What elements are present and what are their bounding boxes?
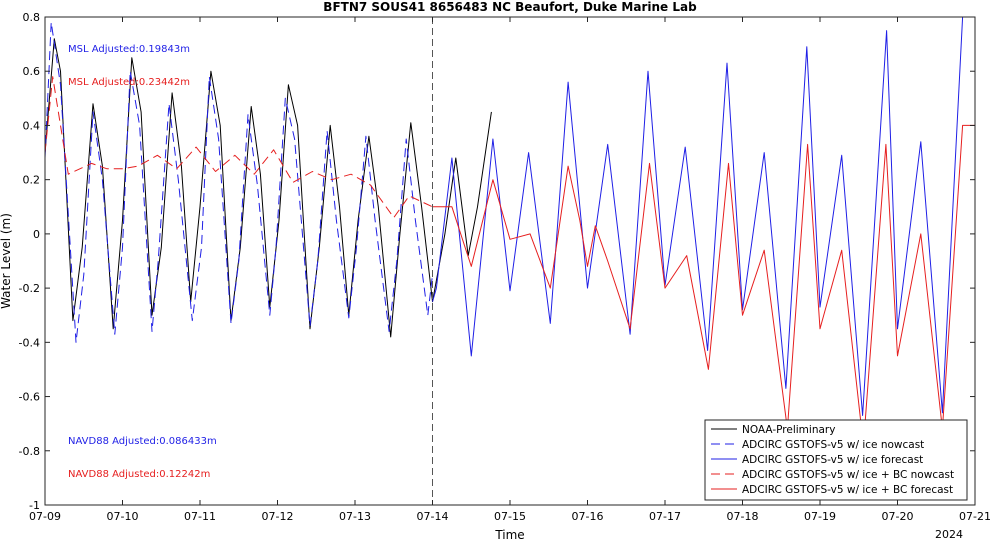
year-label: 2024 [935, 528, 963, 541]
x-tick-label: 07-11 [184, 510, 216, 523]
legend-label-3: ADCIRC GSTOFS-v5 w/ ice + BC nowcast [742, 469, 954, 481]
legend-box [704, 419, 968, 501]
x-tick-label: 07-18 [727, 510, 759, 523]
series-layer [44, 16, 975, 446]
x-tick-label: 07-13 [339, 510, 371, 523]
x-axis-ticks: 07-09 07-10 07-11 07-12 07-13 07-14 07-15 07-16… [29, 17, 991, 523]
x-tick-label: 07-14 [417, 510, 449, 523]
x-tick-label: 07-17 [649, 510, 681, 523]
annotation-navd88-nowcast: NAVD88 Adjusted:0.086433m [68, 436, 217, 447]
y-tick-label: -0.2 [19, 282, 40, 295]
y-tick-label: 0.8 [23, 11, 41, 24]
annotation-msl-nowcast: MSL Adjusted:0.19843m [68, 44, 190, 55]
legend-label-1: ADCIRC GSTOFS-v5 w/ ice nowcast [742, 439, 924, 451]
x-tick-label: 07-12 [262, 510, 294, 523]
annotation-navd88-bc: NAVD88 Adjusted:0.12242m [68, 469, 210, 480]
legend-label-4: ADCIRC GSTOFS-v5 w/ ice + BC forecast [742, 484, 953, 496]
y-tick-label: 0 [33, 228, 40, 241]
series-line-1 [44, 21, 433, 343]
legend: NOAA-Preliminary ADCIRC GSTOFS-v5 w/ ice … [704, 419, 968, 501]
x-tick-label: 07-09 [29, 510, 61, 523]
y-axis-label: Water Level (m) [0, 213, 13, 309]
legend-label-0: NOAA-Preliminary [742, 424, 835, 436]
chart-title: BFTN7 SOUS41 8656483 NC Beaufort, Duke M… [323, 0, 697, 14]
y-axis-ticks: -1 -0.8 -0.6 -0.4 -0.2 0 0.2 0.4 0.6 0.8 [19, 11, 975, 512]
y-tick-label: 0.6 [23, 65, 41, 78]
y-tick-label: -1 [29, 499, 40, 512]
x-tick-label: 07-19 [804, 510, 836, 523]
y-tick-label: 0.4 [23, 119, 41, 132]
y-tick-label: -0.4 [19, 336, 40, 349]
series-line-2 [432, 16, 975, 416]
x-tick-label: 07-16 [572, 510, 604, 523]
series-line-4 [432, 124, 975, 446]
series-line-3 [44, 76, 433, 219]
annotation-msl-bc: MSL Adjusted:0.23442m [68, 77, 190, 88]
y-tick-label: -0.8 [19, 445, 40, 458]
x-tick-label: 07-15 [494, 510, 526, 523]
legend-label-2: ADCIRC GSTOFS-v5 w/ ice forecast [742, 454, 923, 466]
x-tick-label: 07-21 [959, 510, 991, 523]
x-tick-label: 07-10 [107, 510, 139, 523]
x-tick-label: 07-20 [882, 510, 914, 523]
series-line-0 [44, 38, 492, 338]
y-tick-label: 0.2 [23, 174, 41, 187]
y-tick-label: -0.6 [19, 391, 40, 404]
x-axis-label: Time [494, 528, 524, 541]
